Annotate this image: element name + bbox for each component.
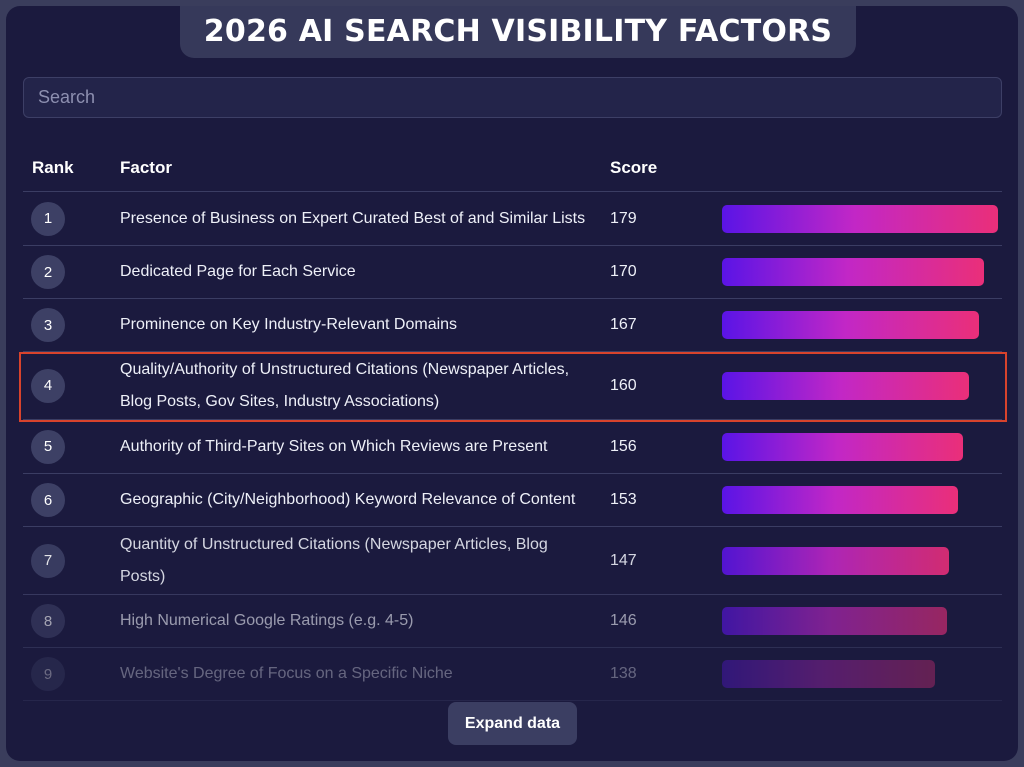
rank-badge: 7	[31, 543, 65, 578]
rank-cell: 2	[23, 255, 120, 289]
score-cell: 153	[610, 491, 637, 508]
column-header-rank[interactable]: Rank	[32, 158, 74, 177]
rank-cell: 9	[23, 657, 120, 691]
bar-cell	[709, 660, 1002, 688]
bar-cell	[709, 546, 1002, 575]
rank-cell: 3	[23, 308, 120, 342]
rank-cell: 5	[23, 429, 120, 464]
rank-badge: 1	[31, 201, 65, 236]
score-bar	[722, 432, 963, 461]
table-row: 8 High Numerical Google Ratings (e.g. 4-5…	[23, 595, 1002, 648]
title-tab: 2026 AI SEARCH VISIBILITY FACTORS	[180, 6, 856, 58]
bar-cell	[709, 607, 1002, 635]
table-row: 7 Quantity of Unstructured Citations (New…	[23, 527, 1002, 595]
table-row: 9 Website's Degree of Focus on a Specific…	[23, 648, 1002, 701]
table-row: 4 Quality/Authority of Unstructured Citat…	[19, 352, 1007, 422]
score-bar	[722, 371, 969, 400]
bar-cell	[709, 486, 1002, 514]
factors-table: Rank Factor Score 1 Presence of Business …	[19, 145, 1007, 701]
rank-cell: 7	[23, 543, 120, 578]
page-title: 2026 AI SEARCH VISIBILITY FACTORS	[203, 13, 833, 49]
score-cell: 167	[610, 316, 637, 333]
score-bar	[722, 258, 984, 286]
score-cell: 147	[610, 551, 637, 569]
rank-badge: 9	[31, 657, 65, 691]
bar-cell	[709, 432, 1002, 461]
factor-cell: Website's Degree of Focus on a Specific …	[120, 665, 453, 682]
rank-badge: 2	[31, 255, 65, 289]
factor-cell: Authority of Third-Party Sites on Which …	[120, 437, 548, 455]
table-header: Rank Factor Score	[23, 145, 1002, 192]
rank-badge: 5	[31, 429, 65, 464]
score-bar	[722, 204, 998, 233]
score-cell: 138	[610, 665, 637, 682]
rank-cell: 4	[23, 368, 120, 403]
bar-cell	[709, 258, 1002, 286]
bar-cell	[709, 371, 1002, 400]
score-bar	[722, 311, 979, 339]
table-row: 3 Prominence on Key Industry-Relevant Dom…	[23, 299, 1002, 352]
expand-data-button[interactable]: Expand data	[448, 702, 577, 745]
rank-cell: 1	[23, 201, 120, 236]
rank-badge: 4	[31, 368, 65, 403]
bar-cell	[709, 204, 1002, 233]
score-bar	[722, 607, 947, 635]
score-bar	[722, 660, 935, 688]
factor-cell: Quantity of Unstructured Citations (News…	[120, 535, 548, 585]
table-row: 1 Presence of Business on Expert Curated …	[23, 192, 1002, 246]
search-input[interactable]	[23, 77, 1002, 118]
factor-cell: Geographic (City/Neighborhood) Keyword R…	[120, 491, 576, 508]
factor-cell: Dedicated Page for Each Service	[120, 263, 356, 280]
score-bar	[722, 546, 949, 575]
table-row: 5 Authority of Third-Party Sites on Which…	[23, 420, 1002, 474]
rank-badge: 8	[31, 604, 65, 638]
factors-panel: 2026 AI SEARCH VISIBILITY FACTORS Rank F…	[6, 6, 1018, 761]
column-header-factor[interactable]: Factor	[120, 158, 172, 177]
table-row: 6 Geographic (City/Neighborhood) Keyword …	[23, 474, 1002, 527]
factor-cell: Prominence on Key Industry-Relevant Doma…	[120, 316, 458, 333]
score-cell: 146	[610, 612, 637, 629]
rank-badge: 3	[31, 308, 65, 342]
score-cell: 160	[610, 376, 637, 394]
table-row: 2 Dedicated Page for Each Service 170	[23, 246, 1002, 299]
bar-cell	[709, 311, 1002, 339]
score-cell: 170	[610, 263, 637, 280]
score-cell: 156	[610, 437, 637, 455]
score-bar	[722, 486, 958, 514]
factor-cell: Presence of Business on Expert Curated B…	[120, 209, 586, 227]
factor-cell: Quality/Authority of Unstructured Citati…	[120, 360, 570, 410]
table-body: 1 Presence of Business on Expert Curated …	[19, 192, 1007, 701]
factor-cell: High Numerical Google Ratings (e.g. 4-5)	[120, 612, 414, 629]
score-cell: 179	[610, 209, 637, 227]
rank-cell: 6	[23, 483, 120, 517]
rank-cell: 8	[23, 604, 120, 638]
column-header-score[interactable]: Score	[610, 158, 658, 177]
rank-badge: 6	[31, 483, 65, 517]
